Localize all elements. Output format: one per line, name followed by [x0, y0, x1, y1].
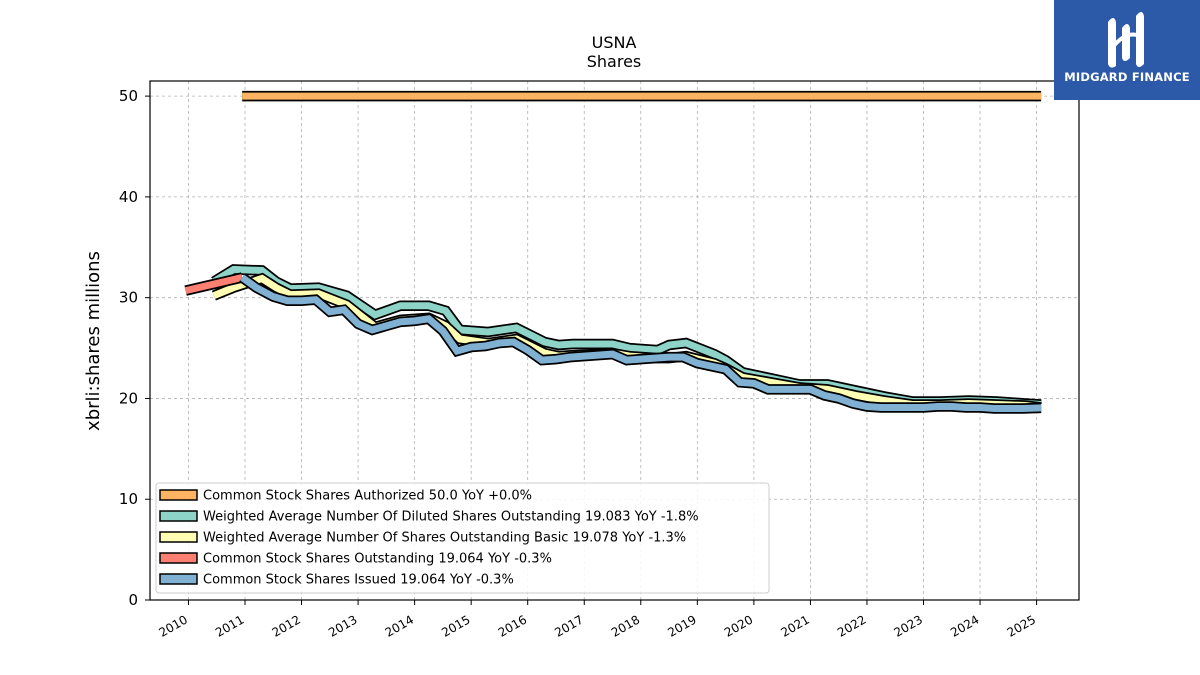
- legend-swatch: [159, 573, 198, 585]
- y-tick-label: 30: [119, 289, 138, 307]
- legend-entry: Common Stock Shares Issued 19.064 YoY -0…: [203, 573, 514, 588]
- series-line-common-stock-shares-issued: [240, 274, 1042, 413]
- x-tick-label: 2011: [213, 612, 246, 639]
- series-line-weighted-average-number-of-diluted-shares-outstanding: [212, 265, 1042, 408]
- legend-box: [155, 482, 770, 594]
- legend: Common Stock Shares Authorized 50.0 YoY …: [155, 482, 770, 594]
- legend-swatch: [159, 552, 198, 564]
- legend-swatch: [159, 531, 198, 543]
- x-tick-label: 2014: [383, 612, 416, 639]
- x-tick-label: 2015: [439, 612, 472, 639]
- midgard-logo: MIDGARD FINANCE: [1054, 0, 1200, 100]
- x-tick-label: 2022: [835, 612, 868, 639]
- x-tick-label: 2025: [1005, 612, 1038, 639]
- x-tick-label: 2021: [778, 612, 811, 639]
- y-tick-label: 10: [119, 490, 138, 508]
- x-tick-label: 2023: [892, 612, 925, 639]
- legend-swatch: [159, 510, 198, 522]
- legend-entry: Weighted Average Number Of Shares Outsta…: [203, 531, 686, 546]
- y-tick-label: 50: [119, 87, 138, 105]
- x-tick-label: 2012: [270, 612, 303, 639]
- y-axis-label: xbrli:shares millions: [83, 251, 104, 431]
- legend-entry: Common Stock Shares Authorized 50.0 YoY …: [203, 489, 532, 504]
- y-tick-label: 20: [119, 389, 138, 407]
- x-tick-label: 2017: [552, 612, 585, 639]
- y-tick-label: 0: [128, 591, 138, 609]
- x-tick-label: 2018: [609, 612, 642, 639]
- midgard-logo-icon: [1108, 12, 1144, 68]
- logo-text: MIDGARD FINANCE: [1064, 70, 1190, 84]
- x-tick-label: 2013: [326, 612, 359, 639]
- legend-entry: Common Stock Shares Outstanding 19.064 Y…: [203, 552, 552, 567]
- x-tick-label: 2024: [948, 612, 981, 639]
- chart-title: USNA: [592, 33, 637, 52]
- x-tick-label: 2019: [665, 612, 698, 639]
- series-layer: [184, 90, 1042, 414]
- x-tick-label: 2010: [156, 612, 189, 639]
- plot-frame: [149, 80, 1080, 601]
- series-line-common-stock-shares-outstanding: [184, 274, 243, 295]
- y-tick-label: 40: [119, 188, 138, 206]
- x-tick-label: 2016: [496, 612, 529, 639]
- series-outline-common-stock-shares-issued: [239, 273, 1042, 414]
- legend-entry: Weighted Average Number Of Diluted Share…: [203, 510, 699, 525]
- x-tick-label: 2020: [722, 612, 755, 639]
- legend-swatch: [159, 489, 198, 501]
- chart-subtitle: Shares: [587, 52, 642, 71]
